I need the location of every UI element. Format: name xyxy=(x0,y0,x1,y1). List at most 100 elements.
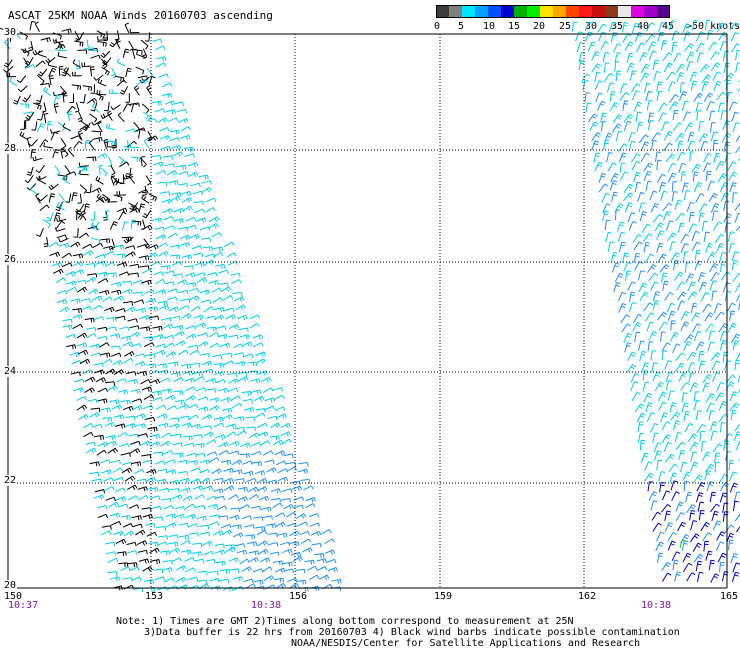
wind-barb xyxy=(93,74,104,81)
wind-barb xyxy=(206,495,217,501)
wind-barb xyxy=(175,577,187,583)
wind-barb xyxy=(680,310,690,321)
wind-barb xyxy=(738,389,740,394)
wind-barb xyxy=(584,21,594,32)
wind-barb xyxy=(639,211,647,222)
wind-barb xyxy=(177,471,188,476)
wind-barb xyxy=(597,23,607,33)
wind-barb xyxy=(162,567,173,573)
wind-barb xyxy=(122,103,132,112)
colorbar-label: 35 xyxy=(611,21,624,32)
wind-barb xyxy=(161,432,172,439)
wind-barb xyxy=(709,421,718,432)
wind-barb xyxy=(680,233,690,244)
wind-barb xyxy=(135,413,146,419)
wind-barb xyxy=(674,271,684,281)
wind-barb xyxy=(712,221,723,231)
wind-barb xyxy=(710,202,720,213)
wind-barb xyxy=(637,270,645,281)
wind-barb xyxy=(703,92,714,102)
wind-barb xyxy=(633,241,643,251)
wind-barb xyxy=(732,562,740,573)
wind-barb xyxy=(161,82,173,88)
wind-barb xyxy=(199,468,210,474)
wind-barb xyxy=(728,460,734,471)
wind-barb xyxy=(226,423,237,429)
wind-barb xyxy=(135,307,147,314)
wind-barb xyxy=(218,449,229,456)
wind-barb xyxy=(695,193,705,203)
wind-barb xyxy=(326,558,337,564)
wind-barb xyxy=(178,403,189,410)
wind-barb xyxy=(632,234,642,244)
wind-barb xyxy=(735,352,740,362)
wind-barb xyxy=(147,135,159,142)
wind-barb xyxy=(711,210,719,221)
wind-barb xyxy=(129,325,140,330)
wind-barb xyxy=(705,550,713,561)
wind-barb xyxy=(665,371,674,382)
wind-barb xyxy=(89,66,95,77)
wind-barb xyxy=(724,222,731,233)
wind-barb xyxy=(237,371,248,377)
wind-barb xyxy=(729,391,738,402)
wind-barb xyxy=(672,559,679,571)
wind-barb xyxy=(665,153,676,163)
wind-barb xyxy=(167,232,179,239)
wind-barb xyxy=(135,529,146,536)
wind-barb xyxy=(581,73,591,83)
map-title: ASCAT 25KM NOAA Winds 20160703 ascending xyxy=(8,9,273,22)
wind-barb xyxy=(647,481,654,492)
wind-barb xyxy=(702,373,712,384)
wind-barb xyxy=(105,434,116,441)
wind-barb xyxy=(209,216,220,223)
wind-barb xyxy=(127,495,139,501)
wind-barb xyxy=(17,85,28,93)
wind-barb xyxy=(686,51,695,62)
wind-barb xyxy=(232,291,243,297)
wind-barb xyxy=(700,521,710,532)
wind-barb xyxy=(202,540,213,547)
wind-barb xyxy=(632,313,643,324)
wind-barb xyxy=(208,521,220,526)
wind-barb xyxy=(691,323,701,333)
wind-barb xyxy=(89,461,100,467)
wind-barb xyxy=(40,37,51,43)
wind-barb xyxy=(650,281,659,292)
wind-barb xyxy=(650,350,657,361)
wind-barb xyxy=(626,364,637,373)
wind-barb xyxy=(732,272,740,282)
wind-barb xyxy=(673,420,680,431)
wind-barb xyxy=(608,21,617,32)
wind-barb xyxy=(107,385,118,392)
wind-barb xyxy=(660,331,666,342)
wind-barb xyxy=(181,254,193,260)
wind-barb xyxy=(194,375,205,382)
wind-barb xyxy=(726,302,736,312)
wind-barb xyxy=(237,314,248,321)
wind-barb xyxy=(132,523,143,529)
wind-barb xyxy=(124,22,130,34)
wind-barb xyxy=(208,332,220,338)
wind-barb xyxy=(86,276,97,283)
wind-barb xyxy=(111,289,122,295)
colorbar-swatch xyxy=(553,5,566,18)
wind-barb xyxy=(221,529,233,536)
wind-barb xyxy=(180,487,191,493)
wind-barb xyxy=(274,394,285,400)
wind-barb xyxy=(645,402,653,413)
wind-barb xyxy=(246,361,257,367)
wind-barb xyxy=(666,302,676,313)
wind-barb xyxy=(179,241,190,248)
wind-barb xyxy=(690,461,699,472)
wind-barb xyxy=(154,45,166,51)
wind-barb xyxy=(670,320,676,331)
wind-barb xyxy=(130,343,142,348)
wind-barb xyxy=(324,549,336,555)
wind-barb xyxy=(598,31,607,42)
wind-barb xyxy=(56,289,68,295)
wind-barb xyxy=(4,39,11,50)
wind-barb xyxy=(126,140,137,148)
wind-barb xyxy=(274,567,286,574)
wind-barb xyxy=(103,138,109,150)
